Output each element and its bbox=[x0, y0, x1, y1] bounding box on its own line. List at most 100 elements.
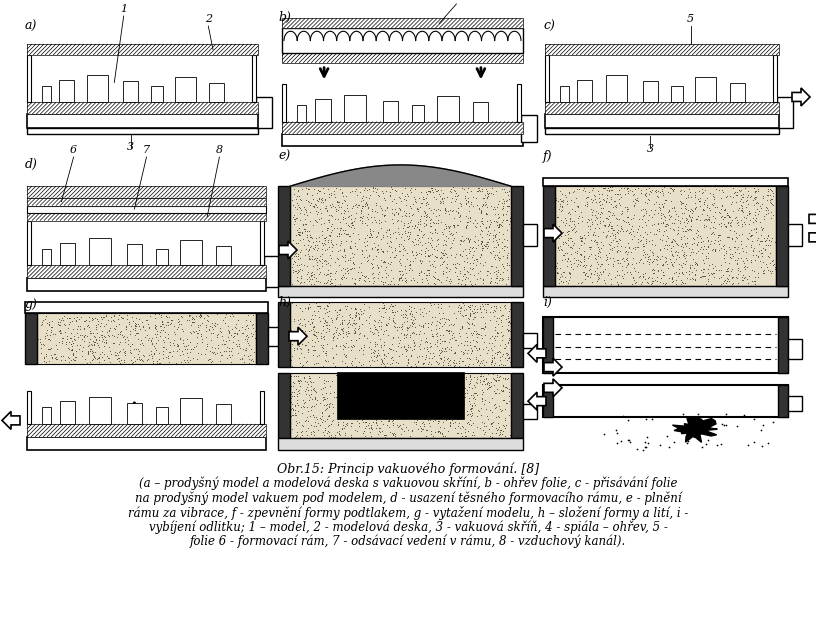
Point bbox=[552, 245, 565, 256]
Point bbox=[402, 304, 415, 314]
Point bbox=[101, 330, 114, 340]
Point bbox=[479, 307, 492, 317]
Point bbox=[636, 257, 650, 268]
Point bbox=[503, 430, 517, 440]
Point bbox=[344, 334, 357, 345]
Point bbox=[447, 357, 460, 367]
Point bbox=[586, 229, 599, 239]
Point bbox=[348, 241, 361, 251]
Point bbox=[604, 231, 617, 241]
Point bbox=[370, 415, 383, 425]
Point bbox=[448, 398, 461, 408]
Point bbox=[437, 346, 450, 356]
Polygon shape bbox=[290, 165, 511, 186]
Point bbox=[366, 244, 379, 254]
Point bbox=[415, 232, 428, 242]
Point bbox=[678, 201, 691, 211]
Point bbox=[728, 247, 741, 257]
Point bbox=[494, 359, 508, 369]
Point bbox=[404, 341, 417, 351]
Point bbox=[730, 255, 743, 265]
Point bbox=[451, 208, 464, 218]
Point bbox=[358, 394, 371, 404]
Point bbox=[412, 233, 425, 243]
Point bbox=[401, 325, 414, 335]
Point bbox=[322, 306, 335, 316]
Point bbox=[730, 212, 743, 222]
Point bbox=[651, 251, 664, 261]
Point bbox=[426, 312, 439, 322]
Point bbox=[321, 322, 334, 333]
Point bbox=[366, 254, 379, 264]
Point bbox=[367, 351, 380, 362]
Point bbox=[437, 357, 450, 367]
Point bbox=[397, 223, 410, 233]
Point bbox=[378, 209, 391, 220]
Point bbox=[334, 408, 347, 418]
Point bbox=[664, 183, 677, 193]
Point bbox=[685, 215, 698, 225]
Point bbox=[640, 442, 653, 452]
Point bbox=[443, 385, 456, 395]
Point bbox=[313, 232, 326, 242]
Point bbox=[315, 414, 328, 424]
Point bbox=[286, 335, 299, 345]
Point bbox=[681, 216, 694, 226]
Point bbox=[747, 437, 761, 447]
Point bbox=[191, 328, 204, 338]
Point bbox=[425, 392, 438, 402]
Point bbox=[395, 259, 408, 269]
Point bbox=[697, 204, 710, 214]
Point bbox=[453, 235, 466, 245]
Point bbox=[309, 200, 322, 210]
Point bbox=[412, 406, 425, 416]
Point bbox=[705, 199, 718, 209]
Point bbox=[314, 208, 327, 218]
Point bbox=[408, 337, 421, 347]
Point bbox=[436, 428, 449, 439]
Point bbox=[319, 382, 332, 392]
Bar bbox=[297, 105, 307, 122]
Point bbox=[347, 326, 360, 336]
Point bbox=[426, 183, 439, 193]
Point bbox=[326, 333, 339, 343]
Point bbox=[339, 350, 352, 360]
Point bbox=[442, 300, 455, 310]
Point bbox=[574, 206, 588, 216]
Point bbox=[664, 243, 677, 253]
Bar bbox=[545, 44, 779, 55]
Point bbox=[388, 245, 401, 256]
Point bbox=[498, 343, 511, 353]
Point bbox=[738, 272, 751, 282]
Point bbox=[337, 348, 350, 358]
Point bbox=[49, 339, 62, 350]
Point bbox=[401, 322, 415, 333]
Point bbox=[434, 427, 447, 437]
Point bbox=[344, 373, 357, 383]
Point bbox=[678, 253, 691, 263]
Point bbox=[608, 230, 621, 240]
Point bbox=[487, 360, 500, 370]
Point bbox=[202, 324, 215, 334]
Point bbox=[103, 331, 116, 341]
Point bbox=[224, 330, 237, 340]
Point bbox=[639, 204, 652, 214]
Point bbox=[322, 265, 335, 275]
Point bbox=[397, 206, 410, 216]
Point bbox=[335, 187, 348, 198]
Point bbox=[313, 269, 326, 279]
Point bbox=[693, 186, 706, 196]
Point bbox=[184, 327, 197, 337]
Point bbox=[159, 351, 172, 362]
Point bbox=[571, 201, 584, 211]
Point bbox=[481, 237, 494, 247]
Point bbox=[289, 216, 302, 226]
Point bbox=[740, 262, 753, 272]
Point bbox=[650, 256, 663, 266]
Point bbox=[143, 350, 156, 360]
Point bbox=[335, 238, 348, 248]
Point bbox=[489, 273, 502, 283]
Point bbox=[95, 314, 109, 324]
Point bbox=[765, 207, 778, 217]
Point bbox=[57, 319, 70, 329]
